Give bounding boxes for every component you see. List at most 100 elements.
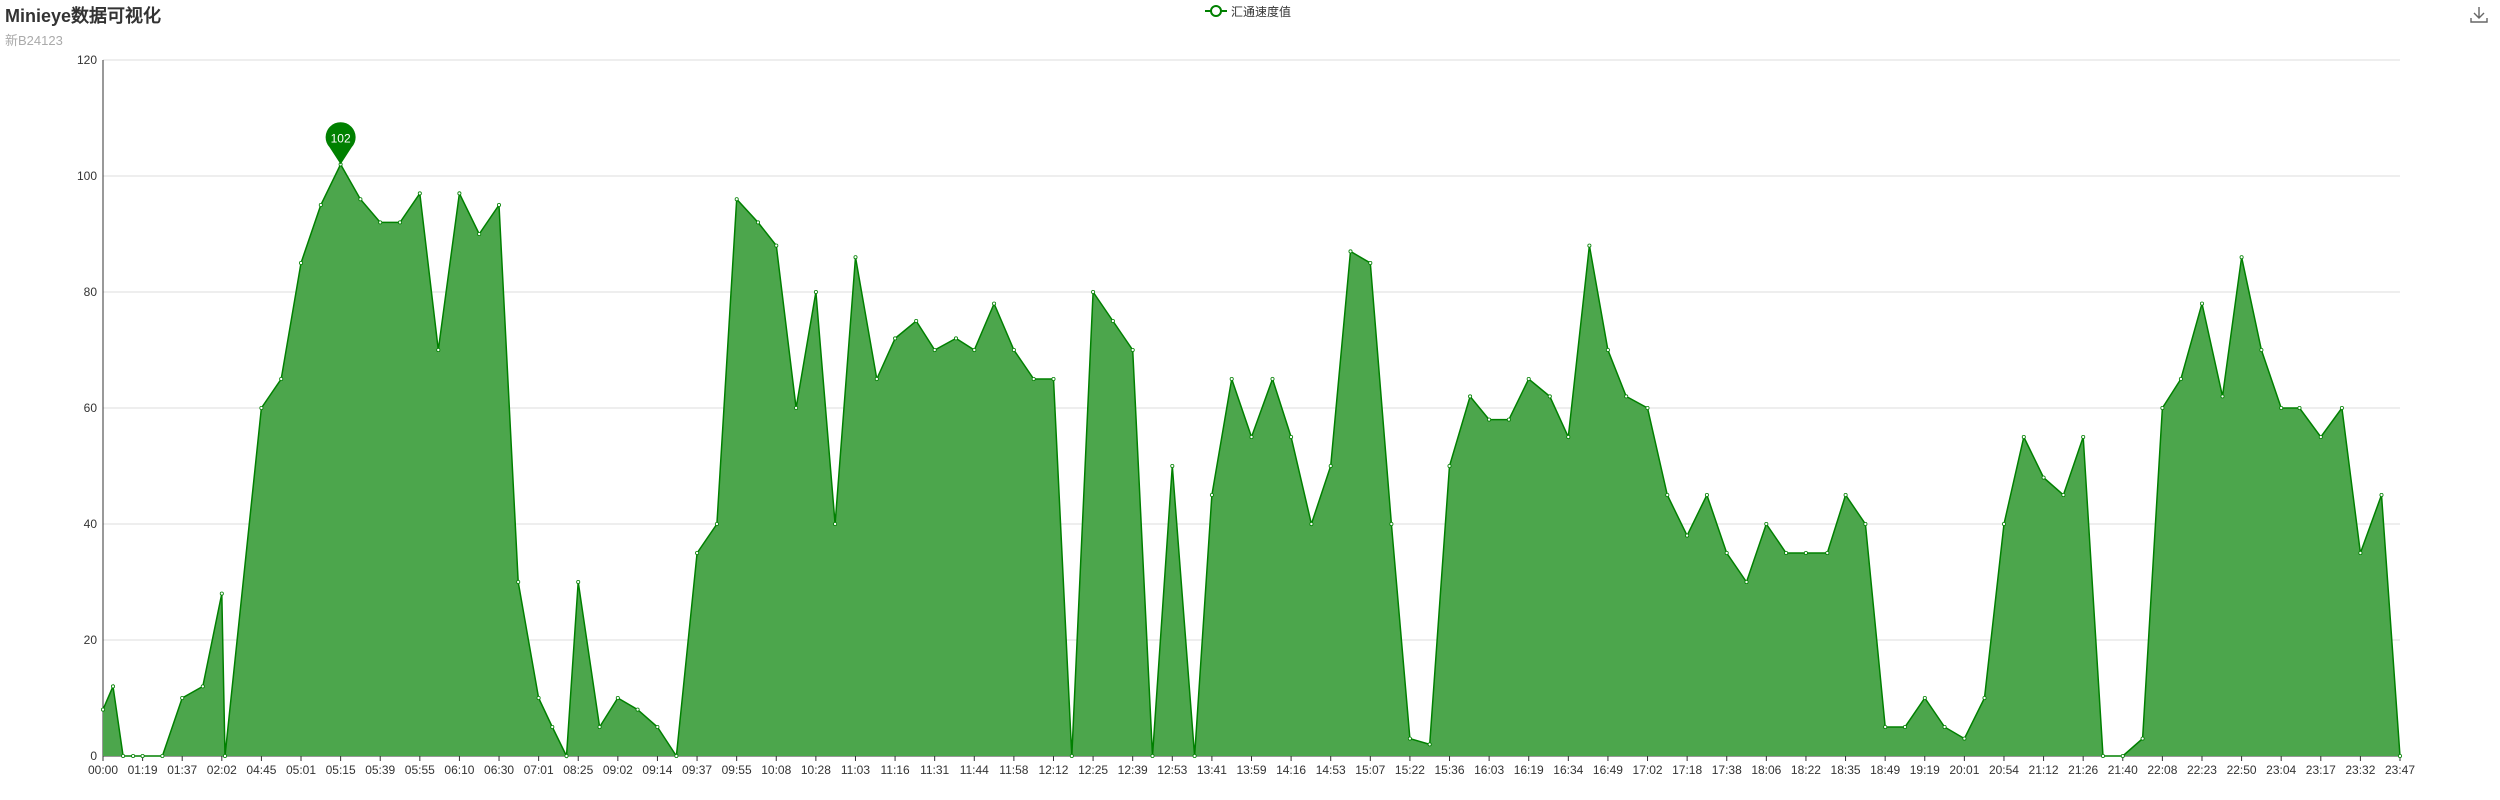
- data-point: [774, 243, 779, 248]
- x-tick-label: 11:58: [999, 763, 1028, 777]
- x-tick-label: 14:16: [1276, 763, 1306, 777]
- x-tick-label: 22:08: [2147, 763, 2177, 777]
- chart-subtitle: 新B24123: [5, 33, 63, 48]
- data-point: [1051, 376, 1056, 381]
- data-point: [457, 191, 462, 196]
- data-point: [2397, 754, 2402, 759]
- x-tick-label: 16:34: [1553, 763, 1583, 777]
- data-point: [1389, 522, 1394, 527]
- x-tick-label: 17:02: [1633, 763, 1663, 777]
- data-point: [2297, 405, 2302, 410]
- download-icon: [2470, 7, 2488, 23]
- x-tick-label: 11:44: [960, 763, 989, 777]
- data-point: [833, 522, 838, 527]
- data-point: [1192, 754, 1197, 759]
- data-point: [564, 754, 569, 759]
- data-point: [576, 580, 581, 585]
- data-point: [2259, 347, 2264, 352]
- data-point: [2100, 754, 2105, 759]
- data-point: [2160, 405, 2165, 410]
- data-point: [1209, 492, 1214, 497]
- legend-label: 汇通速度值: [1231, 4, 1292, 19]
- data-point: [972, 347, 977, 352]
- data-point: [1744, 580, 1749, 585]
- x-tick-label: 05:39: [365, 763, 395, 777]
- data-point: [1270, 376, 1275, 381]
- data-point: [1803, 551, 1808, 556]
- data-point: [1170, 463, 1175, 468]
- data-point: [550, 725, 555, 730]
- data-point: [635, 707, 640, 712]
- download-button[interactable]: [2468, 4, 2494, 30]
- data-point: [259, 405, 264, 410]
- data-point: [597, 725, 602, 730]
- data-point: [1309, 522, 1314, 527]
- data-point: [1942, 725, 1947, 730]
- y-tick-label: 120: [77, 53, 97, 67]
- x-tick-label: 09:55: [722, 763, 752, 777]
- x-tick-label: 11:31: [920, 763, 949, 777]
- data-point: [2081, 434, 2086, 439]
- x-tick-label: 23:32: [2345, 763, 2375, 777]
- data-point: [1704, 492, 1709, 497]
- data-point: [131, 754, 136, 759]
- data-point: [1645, 405, 1650, 410]
- x-tick-label: 14:53: [1316, 763, 1346, 777]
- data-point: [1764, 522, 1769, 527]
- data-point: [1962, 736, 1967, 741]
- data-point: [1249, 434, 1254, 439]
- x-tick-label: 05:15: [326, 763, 356, 777]
- data-point: [222, 754, 227, 759]
- data-point: [279, 376, 284, 381]
- data-point: [655, 725, 660, 730]
- data-point: [1091, 289, 1096, 294]
- x-tick-label: 16:19: [1514, 763, 1544, 777]
- legend-item[interactable]: 汇通速度值: [1205, 3, 1291, 19]
- data-point: [1605, 347, 1610, 352]
- x-tick-label: 23:17: [2306, 763, 2336, 777]
- data-point: [2120, 754, 2125, 759]
- x-tick-label: 05:55: [405, 763, 435, 777]
- x-tick-label: 01:37: [167, 763, 197, 777]
- data-point: [615, 696, 620, 701]
- x-tick-label: 18:22: [1791, 763, 1821, 777]
- data-point: [436, 347, 441, 352]
- y-tick-label: 100: [77, 169, 97, 183]
- data-point: [516, 580, 521, 585]
- y-tick-label: 0: [90, 749, 97, 763]
- data-point: [1903, 725, 1908, 730]
- data-point: [1784, 551, 1789, 556]
- data-point: [2379, 492, 2384, 497]
- data-point: [1368, 260, 1373, 265]
- data-point: [1487, 417, 1492, 422]
- mark-point-pin: [325, 122, 356, 165]
- data-point: [1110, 318, 1115, 323]
- data-point: [1843, 492, 1848, 497]
- y-tick-label: 80: [84, 285, 98, 299]
- x-tick-label: 09:02: [603, 763, 633, 777]
- x-tick-label: 22:23: [2187, 763, 2217, 777]
- x-tick-label: 09:37: [682, 763, 712, 777]
- data-point: [1526, 376, 1531, 381]
- data-point: [358, 197, 363, 202]
- x-tick-label: 20:54: [1989, 763, 2019, 777]
- data-point: [1229, 376, 1234, 381]
- data-point: [794, 405, 799, 410]
- data-point: [2002, 522, 2007, 527]
- data-point: [180, 696, 185, 701]
- data-point: [1825, 551, 1830, 556]
- series-line: [102, 162, 2401, 759]
- x-tick-label: 22:50: [2227, 763, 2257, 777]
- data-point: [378, 220, 383, 225]
- x-tick-label: 17:18: [1672, 763, 1702, 777]
- data-point: [893, 336, 898, 341]
- x-tick-label: 23:47: [2385, 763, 2415, 777]
- x-tick-label: 04:45: [246, 763, 276, 777]
- y-tick-label: 60: [84, 401, 98, 415]
- x-tick-label: 15:07: [1355, 763, 1385, 777]
- x-tick-label: 10:28: [801, 763, 831, 777]
- data-point: [932, 347, 937, 352]
- data-point: [1130, 347, 1135, 352]
- x-tick-label: 21:40: [2108, 763, 2138, 777]
- data-point: [121, 754, 126, 759]
